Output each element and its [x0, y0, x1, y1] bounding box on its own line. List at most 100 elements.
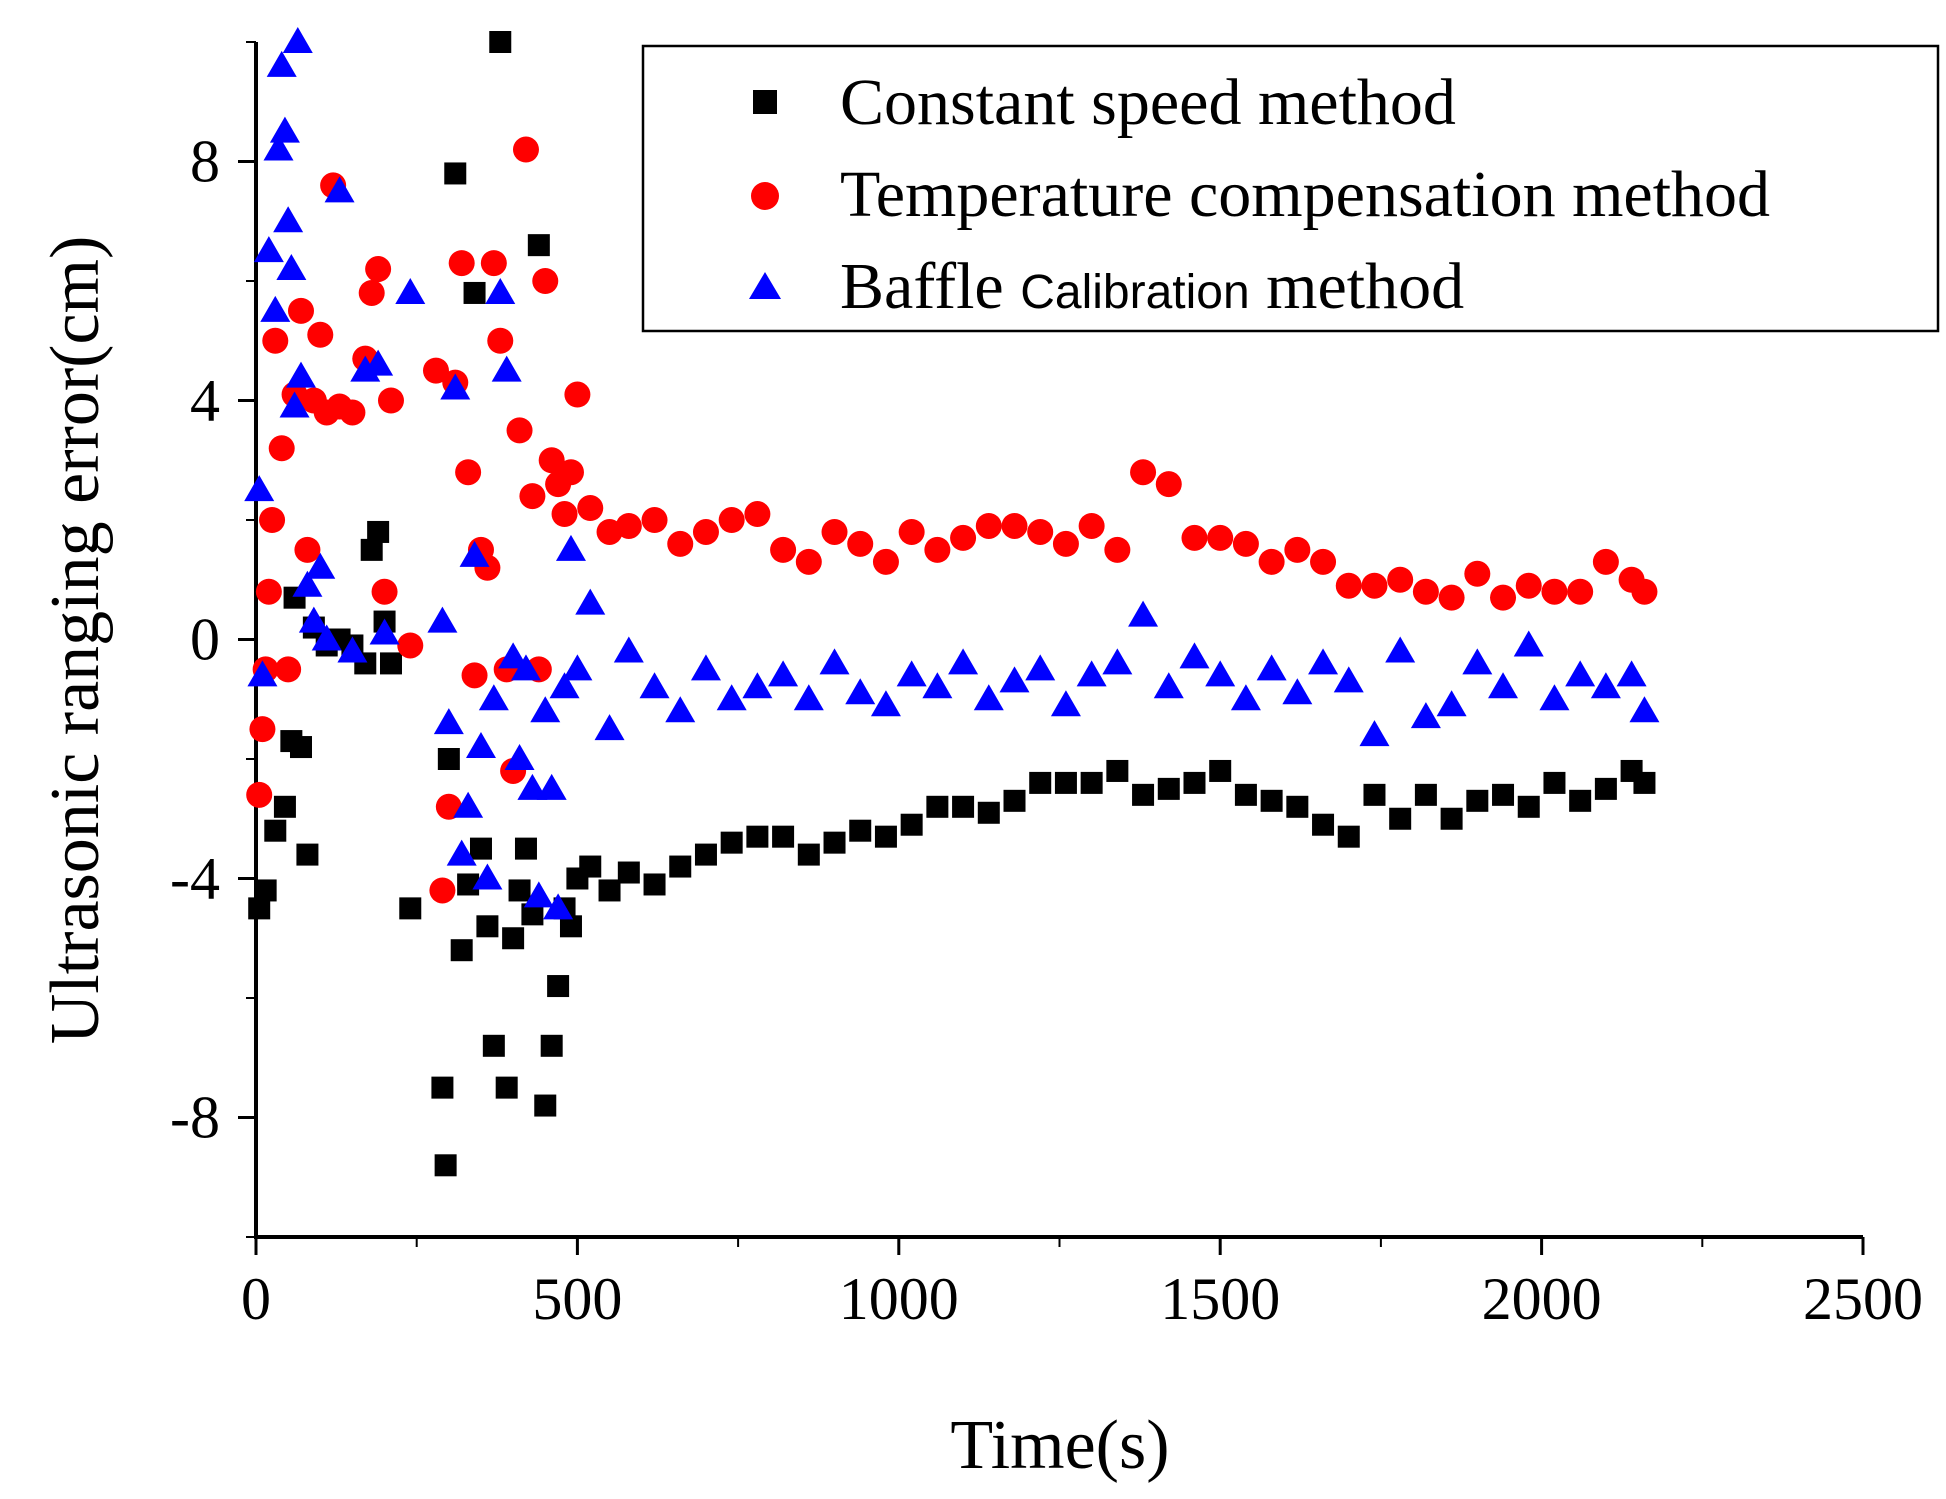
data-point-circle	[847, 530, 874, 557]
data-point-triangle	[819, 648, 850, 675]
x-tick-label: 1500	[1160, 1266, 1280, 1332]
data-point-square	[1286, 795, 1309, 818]
data-point-triangle	[1333, 666, 1364, 693]
data-point-square	[797, 843, 820, 866]
data-point-circle	[307, 321, 334, 348]
legend-label-baffle-end: method	[1250, 250, 1464, 323]
data-point-square	[399, 897, 422, 920]
data-point-circle	[1631, 578, 1658, 605]
data-point-triangle	[1205, 660, 1236, 687]
data-point-square	[1106, 759, 1129, 782]
data-point-circle	[532, 268, 559, 294]
data-point-triangle	[549, 672, 580, 699]
data-point-triangle	[263, 134, 294, 161]
data-point-square	[482, 1034, 505, 1057]
data-point-square	[952, 795, 975, 818]
data-point-triangle	[247, 660, 278, 687]
data-point-circle	[1001, 512, 1028, 539]
data-point-circle	[1181, 524, 1208, 551]
y-tick-label: -8	[170, 1085, 220, 1151]
data-point-circle	[641, 507, 668, 533]
data-point-circle	[564, 381, 591, 408]
data-point-triangle	[324, 176, 355, 203]
data-point-triangle	[1076, 660, 1107, 687]
data-point-square	[772, 825, 795, 848]
data-point-circle	[448, 250, 475, 277]
data-point-square	[534, 1094, 557, 1117]
data-point-circle	[397, 632, 424, 659]
data-point-triangle	[498, 642, 529, 669]
data-point-circle	[455, 459, 482, 486]
data-point-circle	[1027, 518, 1054, 545]
data-point-square	[367, 520, 390, 543]
data-point-square	[1183, 771, 1206, 794]
data-point-square	[457, 873, 480, 896]
data-point-circle	[461, 662, 488, 689]
data-point-circle	[262, 327, 289, 354]
data-point-triangle	[1539, 684, 1570, 711]
data-point-triangle	[594, 714, 625, 741]
data-point-circle	[1387, 566, 1414, 593]
legend-label-baffle-small: Calibration	[1020, 266, 1249, 319]
data-point-circle	[898, 518, 925, 545]
data-point-circle	[1052, 530, 1079, 557]
data-point-square	[1543, 771, 1566, 794]
data-points	[244, 27, 1660, 1177]
data-point-triangle	[536, 773, 567, 800]
data-point-square	[1517, 795, 1540, 818]
data-point-triangle	[1025, 654, 1056, 681]
data-point-circle	[1258, 548, 1285, 575]
data-point-square	[463, 281, 486, 304]
data-point-square	[502, 927, 525, 950]
data-point-triangle	[266, 50, 297, 77]
data-point-square	[1080, 771, 1103, 794]
data-point-square	[514, 837, 537, 860]
data-point-triangle	[1153, 672, 1184, 699]
data-point-square	[469, 837, 492, 860]
data-point-circle	[1567, 578, 1594, 605]
data-point-circle	[1515, 572, 1542, 599]
data-point-triangle	[517, 773, 548, 800]
y-tick-label: -4	[170, 846, 220, 912]
data-point-triangle	[716, 684, 747, 711]
data-point-triangle	[427, 606, 458, 633]
data-point-triangle	[690, 654, 721, 681]
data-point-triangle	[1488, 672, 1519, 699]
data-point-circle	[557, 459, 584, 486]
data-point-triangle	[1359, 720, 1390, 747]
data-point-square	[669, 855, 692, 878]
data-point-triangle	[446, 839, 477, 866]
legend-label-temperature: Temperature compensation method	[840, 158, 1770, 231]
data-point-circle	[294, 536, 321, 563]
data-point-circle	[268, 435, 295, 462]
data-point-square	[977, 801, 1000, 824]
data-point-triangle	[665, 696, 696, 723]
data-point-circle	[1130, 459, 1157, 486]
data-point-square	[1466, 789, 1489, 812]
data-point-circle	[718, 507, 745, 533]
series-2	[246, 136, 1658, 904]
data-point-square	[1312, 813, 1335, 836]
data-point-circle	[1335, 572, 1362, 599]
data-point-circle	[1412, 578, 1439, 605]
legend-label-constant: Constant speed method	[840, 66, 1456, 139]
x-tick-label: 500	[532, 1266, 622, 1332]
data-point-triangle	[269, 116, 300, 143]
data-point-circle	[924, 536, 951, 563]
data-point-circle	[429, 877, 456, 904]
data-point-circle	[1490, 584, 1517, 611]
series-1	[248, 31, 1656, 1177]
data-point-circle	[1232, 530, 1259, 557]
data-point-triangle	[1230, 684, 1261, 711]
data-point-circle	[1361, 572, 1388, 599]
data-point-triangle	[253, 236, 284, 263]
data-point-square	[273, 795, 296, 818]
data-point-circle	[975, 512, 1002, 539]
legend-marker-baffle	[749, 272, 781, 299]
data-point-square	[521, 903, 544, 926]
data-point-triangle	[562, 654, 593, 681]
data-point-triangle	[504, 744, 535, 770]
legend-label-baffle: Baffle Calibration method	[840, 250, 1464, 323]
data-point-circle	[249, 716, 276, 743]
data-point-triangle	[768, 660, 799, 687]
